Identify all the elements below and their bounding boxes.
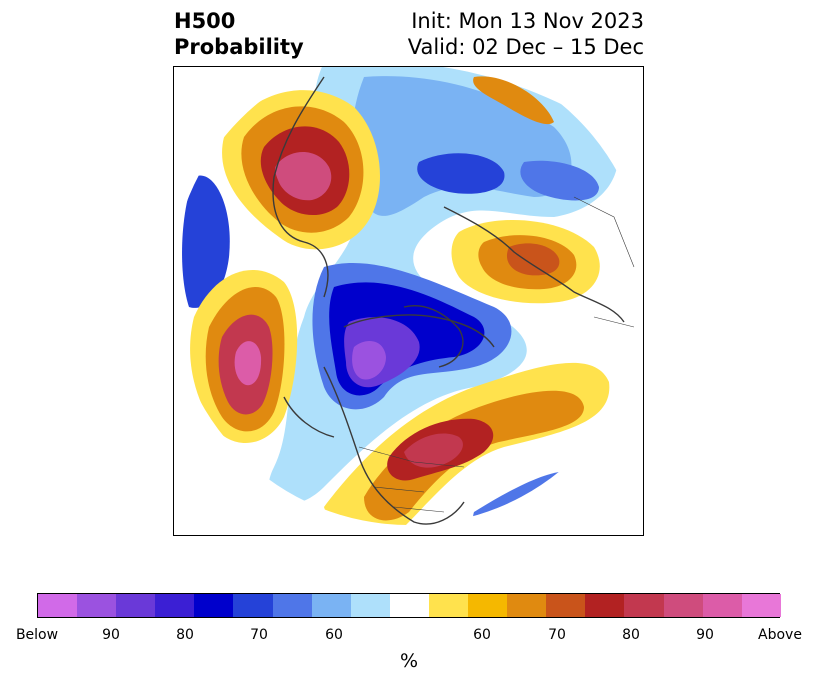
title-variable: H500	[174, 9, 236, 33]
colorbar-segment	[468, 594, 508, 617]
colorbar-segment	[702, 594, 742, 617]
below-west-pacific	[182, 175, 230, 308]
colorbar-tick-label: 60	[473, 627, 491, 643]
init-date: Init: Mon 13 Nov 2023	[411, 9, 644, 33]
colorbar-segment	[116, 594, 156, 617]
colorbar-tick-label: 70	[548, 627, 566, 643]
colorbar-segment	[77, 594, 117, 617]
coastline-north-america	[323, 366, 465, 525]
colorbar-segment	[233, 594, 273, 617]
coastline-greenland	[403, 305, 464, 368]
border-europe	[573, 196, 635, 328]
coastline-europe	[443, 206, 625, 323]
probability-field	[182, 67, 618, 525]
colorbar-segment	[272, 594, 312, 617]
colorbar-segment	[741, 594, 781, 617]
coastline-alaska	[283, 396, 335, 438]
borders	[358, 196, 635, 513]
map-canvas	[182, 67, 635, 525]
forecast-dates: Init: Mon 13 Nov 2023 Valid: 02 Dec – 15…	[408, 8, 644, 60]
colorbar-segment	[155, 594, 195, 617]
above-east-america-peak	[404, 433, 463, 468]
below-west-canada-max	[352, 341, 386, 380]
below-central-siberia	[417, 153, 505, 194]
colorbar-segment	[663, 594, 703, 617]
colorbar-tick-label: Above	[758, 627, 802, 643]
coastlines	[272, 76, 625, 525]
colorbar-tick-label: 90	[696, 627, 714, 643]
colorbar	[37, 593, 781, 618]
probability-map	[173, 66, 644, 536]
colorbar-segment	[311, 594, 351, 617]
colorbar-tick-label: 70	[250, 627, 268, 643]
coastline-arctic	[343, 314, 495, 348]
chart-title: H500 Probability	[174, 8, 304, 60]
colorbar-segment	[546, 594, 586, 617]
colorbar-segment	[624, 594, 664, 617]
colorbar-tick-label: Below	[15, 627, 59, 643]
colorbar-segment	[38, 594, 78, 617]
colorbar-unit-label: %	[399, 650, 419, 672]
colorbar-segment	[350, 594, 390, 617]
colorbar-tick-label: 80	[622, 627, 640, 643]
colorbar-segment	[194, 594, 234, 617]
above-siberia-peak	[275, 151, 332, 201]
below-atlantic	[473, 471, 576, 525]
colorbar-segment	[507, 594, 547, 617]
colorbar-segment	[585, 594, 625, 617]
colorbar-segment	[389, 594, 429, 617]
above-pacific-peak	[234, 341, 262, 386]
above-scandinavia-peak	[506, 243, 560, 276]
colorbar-tick-label: 80	[176, 627, 194, 643]
border-usa-states	[358, 446, 465, 513]
coastline-asia	[272, 76, 329, 298]
above-east-america-mid	[364, 390, 584, 521]
colorbar-tick-label: 60	[325, 627, 343, 643]
colorbar-tick-label: 90	[102, 627, 120, 643]
above-alaska-strip	[473, 76, 554, 125]
title-probability: Probability	[174, 35, 304, 59]
valid-range: Valid: 02 Dec – 15 Dec	[407, 35, 644, 59]
colorbar-segment	[428, 594, 469, 617]
below-east-siberia	[520, 160, 599, 201]
